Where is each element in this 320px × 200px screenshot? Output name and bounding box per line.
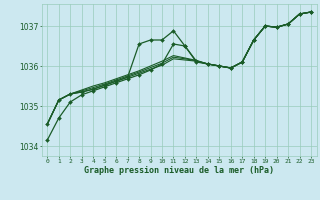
X-axis label: Graphe pression niveau de la mer (hPa): Graphe pression niveau de la mer (hPa) [84,166,274,175]
